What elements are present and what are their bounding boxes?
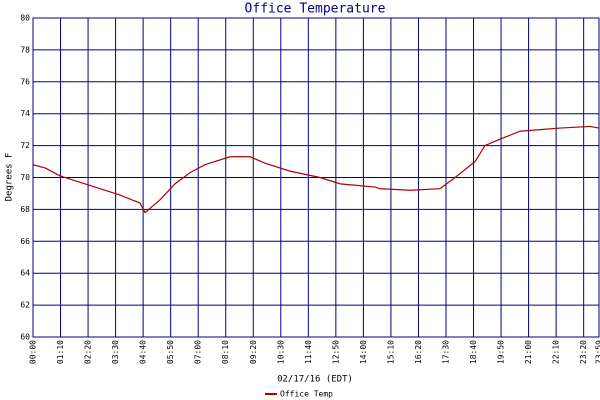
x-tick-label: 12:50 bbox=[331, 340, 340, 364]
y-tick-label: 70 bbox=[20, 173, 30, 182]
y-tick-label: 76 bbox=[20, 77, 30, 86]
y-tick-label: 78 bbox=[20, 45, 30, 54]
y-axis-label: Degrees F bbox=[5, 153, 15, 202]
x-tick-label: 10:30 bbox=[276, 340, 285, 364]
chart-title: Office Temperature bbox=[245, 2, 386, 17]
x-tick-label: 14:00 bbox=[359, 340, 368, 364]
x-tick-label: 23:59 bbox=[595, 340, 600, 364]
legend-label: Office Temp bbox=[280, 390, 333, 399]
x-tick-label: 07:00 bbox=[194, 340, 203, 364]
x-tick-label: 22:10 bbox=[552, 340, 561, 364]
x-tick-label: 08:10 bbox=[221, 340, 230, 364]
y-tick-label: 80 bbox=[20, 14, 30, 23]
x-tick-label: 19:50 bbox=[497, 340, 506, 364]
x-tick-label: 15:10 bbox=[386, 340, 395, 364]
x-tick-label: 23:20 bbox=[579, 340, 588, 364]
y-tick-label: 66 bbox=[20, 237, 30, 246]
x-axis-label: 02/17/16 (EDT) bbox=[277, 375, 353, 385]
x-tick-label: 05:50 bbox=[166, 340, 175, 364]
x-tick-label: 04:40 bbox=[139, 340, 148, 364]
y-tick-label: 60 bbox=[20, 333, 30, 342]
y-tick-label: 72 bbox=[20, 141, 30, 150]
x-tick-label: 21:00 bbox=[524, 340, 533, 364]
x-tick-label: 03:30 bbox=[111, 340, 120, 364]
y-tick-label: 68 bbox=[20, 205, 30, 214]
x-tick-label: 09:20 bbox=[249, 340, 258, 364]
x-tick-label: 17:30 bbox=[441, 340, 450, 364]
x-tick-label: 01:10 bbox=[56, 340, 65, 364]
x-tick-label: 16:20 bbox=[414, 340, 423, 364]
x-tick-label: 11:40 bbox=[304, 340, 313, 364]
x-tick-label: 00:00 bbox=[29, 340, 38, 364]
y-tick-label: 64 bbox=[20, 269, 30, 278]
y-tick-label: 62 bbox=[20, 301, 30, 310]
y-tick-label: 74 bbox=[20, 109, 30, 118]
x-tick-label: 18:40 bbox=[469, 340, 478, 364]
x-tick-label: 02:20 bbox=[84, 340, 93, 364]
data-line bbox=[32, 125, 600, 214]
